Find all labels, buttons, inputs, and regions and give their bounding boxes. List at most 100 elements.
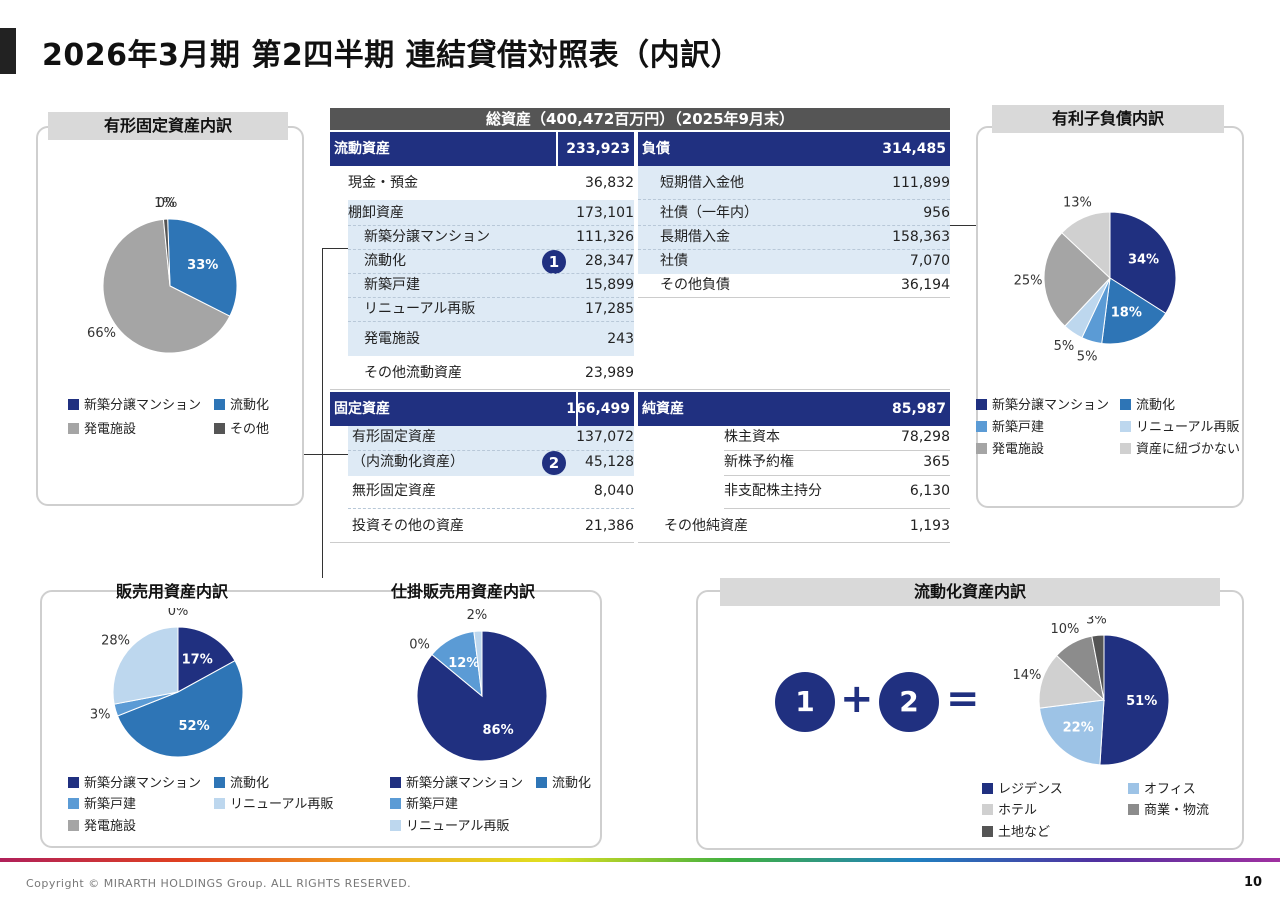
title-accent-bar	[0, 28, 16, 74]
pie-label-0: 17%	[182, 653, 213, 668]
equation-plus: +	[840, 676, 874, 722]
pie-slice-2	[102, 218, 231, 354]
pie-label-2: 12%	[448, 656, 479, 671]
legend-item: 新築戸建	[390, 797, 458, 813]
legend-item: 土地など	[982, 825, 1050, 841]
connector-line	[322, 248, 348, 249]
bs-row: 長期借入金 158,363	[660, 229, 950, 245]
legend-item: 新築分譲マンション	[68, 398, 201, 414]
bs-row: 社債（一年内） 956	[660, 205, 950, 221]
bs-row: 無形固定資産 8,040	[352, 483, 634, 499]
row-divider	[348, 450, 634, 451]
legend-item: ホテル	[982, 803, 1037, 819]
row-divider	[638, 249, 950, 250]
pie-label-2: 3%	[90, 708, 111, 723]
bs-row: 非支配株主持分 6,130	[724, 483, 950, 499]
debt-shade	[638, 166, 950, 274]
pie-slice-3	[162, 218, 171, 287]
legend-item: 新築分譲マンション	[68, 776, 201, 792]
legend-item: 発電施設	[68, 819, 136, 835]
pie-label-0: 86%	[482, 723, 513, 738]
current-assets-header: 流動資産 233,923	[330, 132, 634, 166]
pie-wip: 86% 0% 12% 2%	[409, 608, 548, 762]
bs-row: その他負債 36,194	[660, 277, 950, 293]
bs-row: 社債 7,070	[660, 253, 950, 269]
pie-slice-1	[167, 218, 238, 317]
pie-label-4: 0%	[168, 608, 189, 619]
marker-one: 1	[542, 250, 566, 274]
pie-label-2: 66%	[87, 326, 116, 341]
net-assets-header: 純資産 85,987	[638, 392, 950, 426]
legend-item: 新築戸建	[68, 797, 136, 813]
pie-label-4: 25%	[1014, 274, 1043, 289]
legend-item: 流動化	[214, 398, 269, 414]
fixed-assets-header: 固定資産 166,499	[330, 392, 634, 426]
tangible-shade	[348, 426, 634, 476]
page-title: 2026年3月期 第2四半期 連結貸借対照表（内訳）	[42, 38, 742, 73]
row-divider	[330, 389, 950, 390]
bs-row: 流動化 28,347	[364, 253, 634, 269]
liabilities-header: 負債 314,485	[638, 132, 950, 166]
pie-label-1: 0%	[409, 637, 430, 652]
connector-line	[322, 248, 323, 578]
legend-item: リニューアル再販	[214, 797, 333, 813]
pie-label-1: 33%	[187, 258, 218, 273]
legend-item: オフィス	[1128, 782, 1196, 798]
legend-item: その他	[214, 422, 269, 438]
legend-item: 流動化	[214, 776, 269, 792]
bs-row: その他流動資産 23,989	[364, 365, 634, 381]
pie-sales: 17% 52% 3% 28% 0%	[90, 608, 244, 758]
bs-row: 短期借入金他 111,899	[660, 175, 950, 191]
legend-item: 流動化	[1120, 398, 1175, 414]
legend-liquid: レジデンス オフィス ホテル 商業・物流 土地など	[982, 782, 1232, 844]
pie-label-0: 0%	[157, 196, 178, 211]
bs-row: 発電施設 243	[364, 331, 634, 347]
pie-label-0: 51%	[1126, 694, 1157, 709]
row-divider	[330, 542, 634, 543]
bs-row: 棚卸資産 173,101	[348, 205, 634, 221]
panel-debt-title: 有利子負債内訳	[992, 105, 1224, 133]
pie-label-3: 1%	[154, 196, 175, 211]
pie-label-3: 5%	[1054, 339, 1075, 354]
legend-item: レジデンス	[982, 782, 1063, 798]
legend-item: 資産に紐づかない	[1120, 442, 1240, 458]
row-divider	[348, 508, 634, 509]
legend-sales: 新築分譲マンション 流動化 新築戸建 リニューアル再販 発電施設	[68, 776, 368, 838]
row-divider	[348, 297, 634, 298]
bs-row: 新築分譲マンション 111,326	[364, 229, 634, 245]
pie-slice-5	[1061, 211, 1111, 280]
legend-item: リニューアル再販	[390, 819, 509, 835]
page-number: 10	[1244, 875, 1263, 890]
pie-label-2: 14%	[1013, 668, 1042, 683]
pie-label-4: 3%	[1086, 616, 1107, 627]
row-divider	[348, 249, 634, 250]
pie-label-3: 10%	[1051, 622, 1080, 637]
pie-label-2: 5%	[1077, 350, 1098, 365]
pie-slice-0	[177, 626, 236, 693]
legend-item: 新築分譲マンション	[976, 398, 1109, 414]
row-divider	[348, 321, 634, 322]
pie-label-3: 28%	[101, 633, 130, 648]
panel-liquid-title: 流動化資産内訳	[720, 578, 1220, 606]
row-divider	[724, 450, 950, 451]
connector-line	[950, 225, 976, 226]
footer-rainbow-line	[0, 858, 1280, 862]
pie-tangible: 0% 33% 66% 1%	[87, 196, 238, 354]
row-divider	[348, 225, 634, 226]
bs-row: （内流動化資産） 45,128	[352, 454, 634, 470]
pie-debt: 34% 18% 5%5% 25% 13%	[1014, 196, 1177, 365]
balance-sheet-header: 総資産（400,472百万円）（2025年9月末）	[330, 108, 950, 130]
pie-slice-4	[1043, 232, 1111, 327]
row-divider	[348, 273, 634, 274]
equation-equals: =	[946, 676, 980, 722]
bs-row: 有形固定資産 137,072	[352, 429, 634, 445]
equation-two: 2	[879, 672, 939, 732]
legend-item: リニューアル再販	[1120, 420, 1239, 436]
pie-slice-3	[473, 630, 483, 697]
pie-slice-0	[1099, 634, 1170, 766]
pie-slice-4	[1091, 634, 1105, 701]
row-divider	[724, 508, 950, 509]
pie-label-1: 18%	[1111, 306, 1142, 321]
pie-label-0: 34%	[1128, 253, 1159, 268]
pie-label-3: 2%	[467, 608, 488, 623]
